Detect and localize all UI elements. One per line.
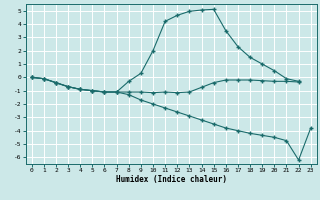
- X-axis label: Humidex (Indice chaleur): Humidex (Indice chaleur): [116, 175, 227, 184]
